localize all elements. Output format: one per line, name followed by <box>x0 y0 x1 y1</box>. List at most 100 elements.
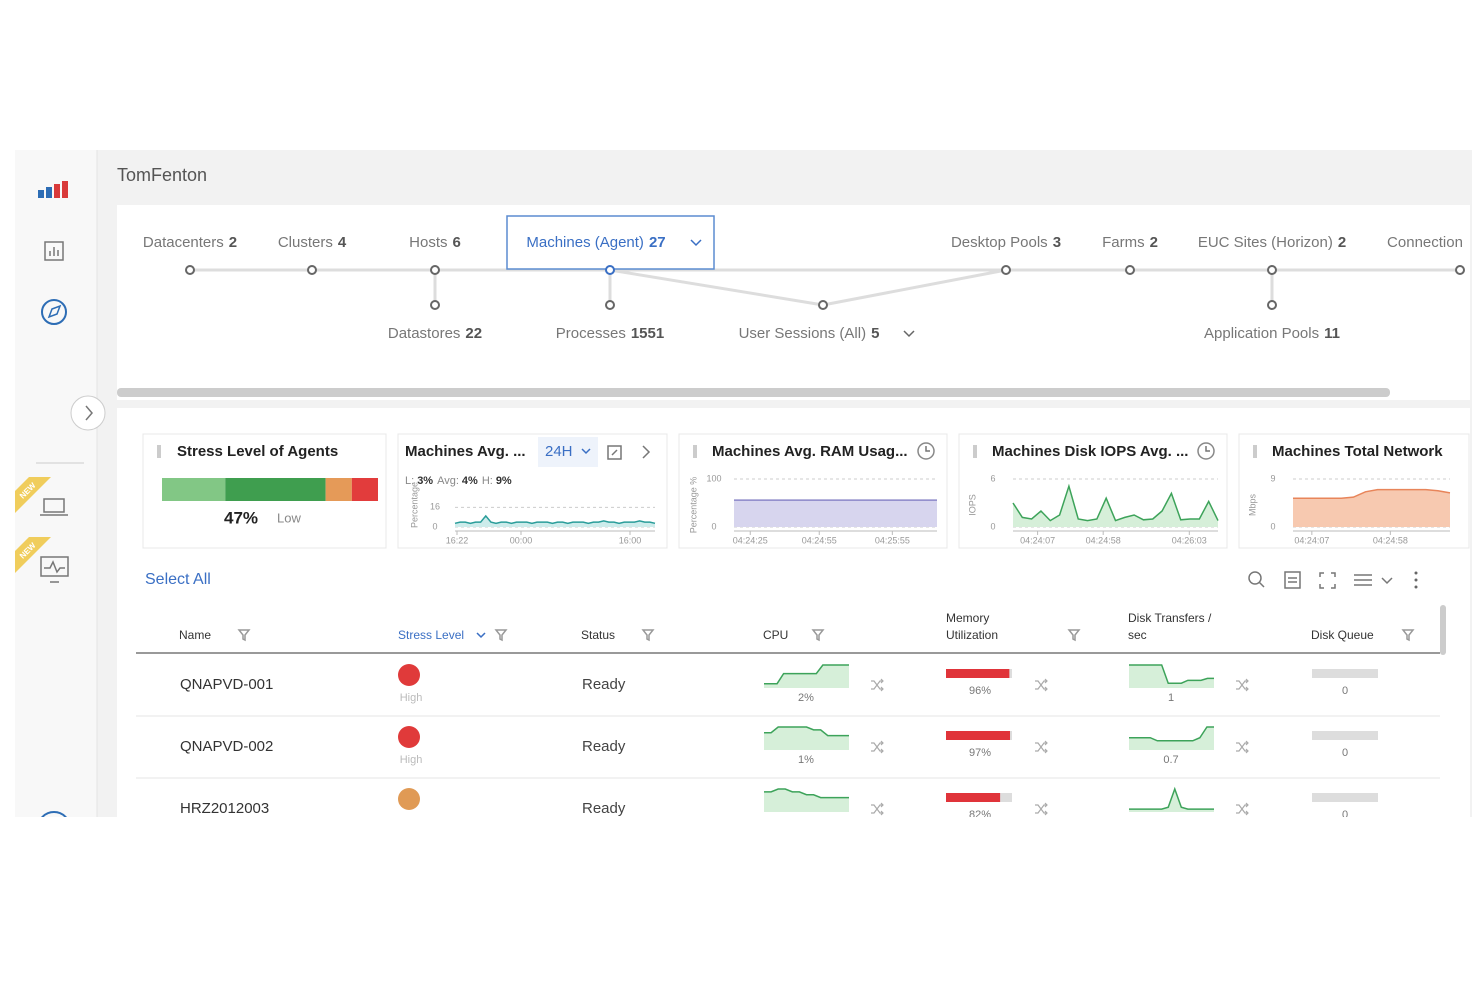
more-icon[interactable] <box>1415 586 1418 589</box>
queue-track <box>1312 793 1378 802</box>
topology-node[interactable] <box>606 301 614 309</box>
screen: NEWNEWTomFentonDatacenters2Clusters4Host… <box>15 150 1472 817</box>
column-header: Disk Transfers / <box>1128 611 1212 625</box>
more-icon[interactable] <box>1415 579 1418 582</box>
topology-node[interactable] <box>606 266 614 274</box>
y-tick-label: 9 <box>1270 473 1275 483</box>
stress-level: Low <box>277 510 301 525</box>
topology-node[interactable] <box>1002 266 1010 274</box>
machine-name[interactable]: HRZ2012003 <box>180 800 269 817</box>
range-label: 24H <box>545 443 573 460</box>
node-count: 6 <box>453 234 461 251</box>
status: Ready <box>582 738 626 755</box>
column-header: Utilization <box>946 628 998 642</box>
more-icon[interactable] <box>1415 572 1418 575</box>
select-all[interactable]: Select All <box>145 571 211 588</box>
stress-value: 47% <box>224 508 258 527</box>
column-header: CPU <box>763 628 788 642</box>
disk-label: 1 <box>1168 692 1174 704</box>
topology-node[interactable] <box>1268 301 1276 309</box>
node-label[interactable]: Desktop Pools3 <box>951 234 1061 251</box>
x-tick-label: 16:00 <box>619 535 642 545</box>
node-count: 3 <box>1053 234 1061 251</box>
logo-bar <box>46 187 52 198</box>
node-name: EUC Sites (Horizon) <box>1198 234 1333 251</box>
column-header: sec <box>1128 628 1147 642</box>
node-count: 2 <box>1338 234 1346 251</box>
node-count: 2 <box>229 234 237 251</box>
x-tick-label: 04:24:58 <box>1373 535 1408 545</box>
node-label[interactable]: Farms2 <box>1102 234 1158 251</box>
node-name: Application Pools <box>1204 325 1319 342</box>
y-axis-label: IOPS <box>967 494 977 516</box>
status: Ready <box>582 800 626 817</box>
machine-name[interactable]: QNAPVD-001 <box>180 676 273 693</box>
machine-name[interactable]: QNAPVD-002 <box>180 738 273 755</box>
column-header: Memory <box>946 611 989 625</box>
node-label[interactable]: User Sessions (All)5 <box>739 325 880 342</box>
memory-label: 82% <box>969 809 991 817</box>
x-tick-label: 04:24:07 <box>1020 535 1055 545</box>
node-label[interactable]: Processes1551 <box>556 325 664 342</box>
header-title: TomFenton <box>117 165 207 185</box>
stat-label: Avg: <box>437 475 459 487</box>
widget-title: Machines Total Network <box>1272 443 1443 460</box>
stress-label: High <box>400 692 423 704</box>
node-label[interactable]: Connection <box>1387 234 1463 251</box>
topology-node[interactable] <box>1126 266 1134 274</box>
stress-label: High <box>400 754 423 766</box>
stress-dot <box>398 788 420 810</box>
stat-label: H: <box>482 475 493 487</box>
stress-dot <box>398 664 420 686</box>
widget-stats: L:3%Avg:4%H:9% <box>405 475 512 487</box>
node-label[interactable]: Datastores22 <box>388 325 482 342</box>
topology-node[interactable] <box>1456 266 1464 274</box>
cpu-label: 1% <box>798 754 814 766</box>
node-name: User Sessions (All) <box>739 325 867 342</box>
memory-label: 97% <box>969 747 991 759</box>
topology-node[interactable] <box>1268 266 1276 274</box>
node-count: 2 <box>1150 234 1158 251</box>
column-header: Disk Queue <box>1311 628 1374 642</box>
topology-node[interactable] <box>186 266 194 274</box>
node-count: 5 <box>871 325 879 342</box>
memory-label: 96% <box>969 685 991 697</box>
stat-value: 3% <box>417 475 433 487</box>
stress-segment <box>352 478 378 501</box>
topology-node[interactable] <box>431 266 439 274</box>
logo-bar <box>38 190 44 198</box>
app: NEWNEWTomFentonDatacenters2Clusters4Host… <box>15 150 1472 817</box>
topology-node[interactable] <box>431 301 439 309</box>
widget-title: Machines Disk IOPS Avg. ... <box>992 443 1188 460</box>
expand-button[interactable] <box>71 396 105 430</box>
y-tick-label: 0 <box>1270 521 1275 531</box>
queue-label: 0 <box>1342 747 1348 759</box>
stat-value: 9% <box>496 475 512 487</box>
node-name: Connection <box>1387 234 1463 251</box>
drag-handle <box>973 445 977 458</box>
memory-bar <box>946 731 1010 740</box>
horizontal-scrollbar[interactable] <box>117 388 1390 397</box>
node-name: Hosts <box>409 234 447 251</box>
x-tick-label: 04:24:58 <box>1086 535 1121 545</box>
stat-value: 4% <box>462 475 478 487</box>
node-name: Clusters <box>278 234 333 251</box>
node-count: 11 <box>1324 325 1340 342</box>
y-tick-label: 0 <box>432 521 437 531</box>
stress-segment <box>225 478 325 501</box>
memory-bar <box>946 793 1000 802</box>
node-name: Machines (Agent) <box>526 234 644 251</box>
node-label[interactable]: Hosts 6 <box>409 234 461 251</box>
widget-title: Machines Avg. RAM Usag... <box>712 443 908 460</box>
vertical-scrollbar[interactable] <box>1440 605 1446 655</box>
queue-label: 0 <box>1342 685 1348 697</box>
node-label[interactable]: EUC Sites (Horizon) 2 <box>1198 234 1346 251</box>
node-name: Processes <box>556 325 626 342</box>
topology-node[interactable] <box>819 301 827 309</box>
node-label[interactable]: Datacenters2 <box>143 234 237 251</box>
y-axis-label: Mbps <box>1247 494 1257 517</box>
memory-bar <box>946 669 1009 678</box>
topology-node[interactable] <box>308 266 316 274</box>
node-count: 4 <box>338 234 347 251</box>
